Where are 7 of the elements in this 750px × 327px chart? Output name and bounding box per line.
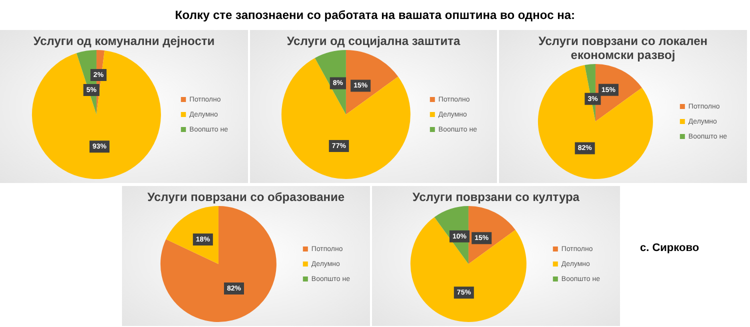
text: с. Сирково	[640, 242, 700, 254]
chart-title: Услуги поврзани со образование	[146, 190, 346, 204]
chart-title: Услуги поврзани со култура	[412, 190, 580, 204]
chart-title: Услуги од комунални дејности	[32, 34, 216, 48]
chart-title: Услуги од социјална заштита	[286, 34, 462, 48]
text: Колку сте запознаени со работата на вашата општина во однос на:	[174, 8, 576, 22]
chart-title: Услуги поврзани со локален економски развој	[538, 34, 708, 62]
